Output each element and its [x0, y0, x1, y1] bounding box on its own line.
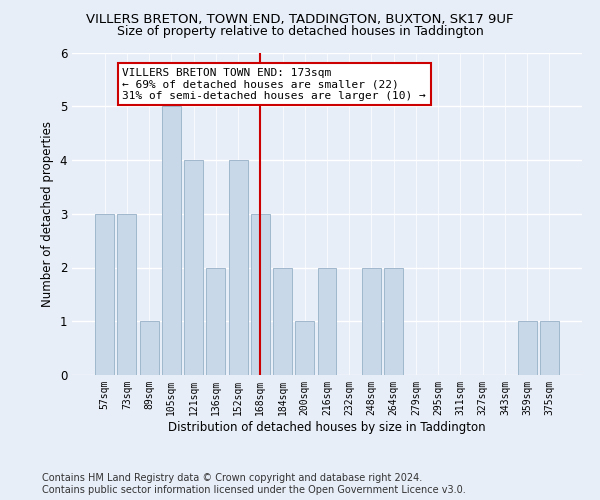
Bar — [162, 106, 181, 375]
Bar — [251, 214, 270, 375]
Text: VILLERS BRETON TOWN END: 173sqm
← 69% of detached houses are smaller (22)
31% of: VILLERS BRETON TOWN END: 173sqm ← 69% of… — [122, 68, 426, 101]
Bar — [384, 268, 403, 375]
Bar — [295, 322, 314, 375]
Bar — [184, 160, 203, 375]
Bar — [229, 160, 248, 375]
Bar — [317, 268, 337, 375]
Bar — [518, 322, 536, 375]
Text: Size of property relative to detached houses in Taddington: Size of property relative to detached ho… — [116, 25, 484, 38]
Bar — [140, 322, 158, 375]
Text: Contains HM Land Registry data © Crown copyright and database right 2024.
Contai: Contains HM Land Registry data © Crown c… — [42, 474, 466, 495]
Bar — [206, 268, 225, 375]
Text: VILLERS BRETON, TOWN END, TADDINGTON, BUXTON, SK17 9UF: VILLERS BRETON, TOWN END, TADDINGTON, BU… — [86, 12, 514, 26]
Y-axis label: Number of detached properties: Number of detached properties — [41, 120, 54, 306]
Bar — [273, 268, 292, 375]
Bar — [540, 322, 559, 375]
Bar — [95, 214, 114, 375]
Bar — [118, 214, 136, 375]
Bar — [362, 268, 381, 375]
X-axis label: Distribution of detached houses by size in Taddington: Distribution of detached houses by size … — [168, 420, 486, 434]
